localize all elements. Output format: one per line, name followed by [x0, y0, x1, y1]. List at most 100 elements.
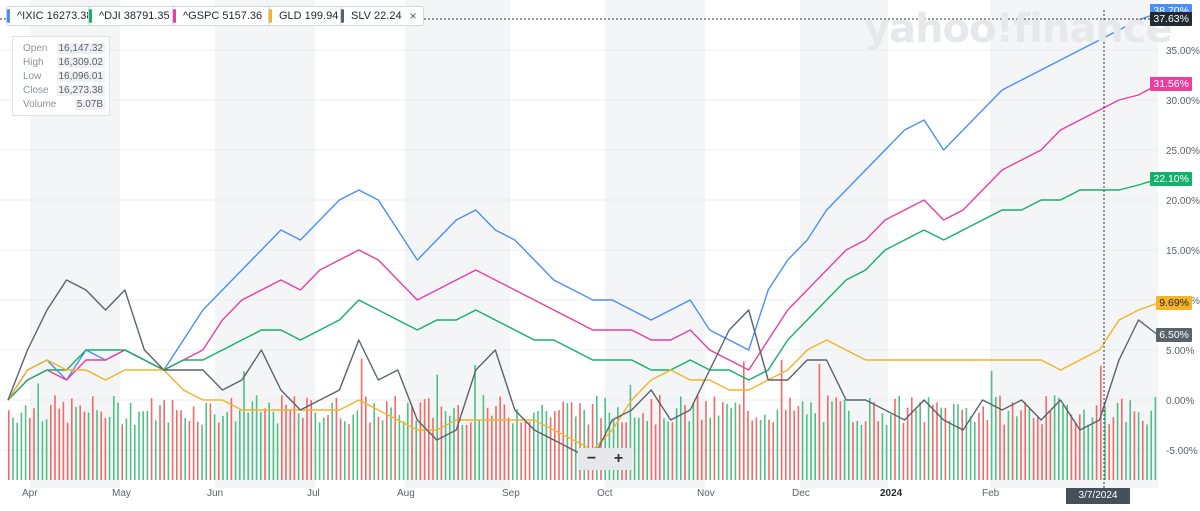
volume-bar	[751, 420, 753, 480]
volume-bar	[415, 420, 417, 480]
y-tick-label: 30.00%	[1166, 96, 1200, 107]
volume-bar	[1053, 395, 1056, 480]
x-tick-label: Aug	[397, 488, 415, 499]
volume-bar	[1037, 417, 1039, 480]
volume-bar	[1091, 417, 1094, 480]
volume-bar	[512, 423, 514, 480]
volume-bar	[1095, 405, 1098, 480]
volume-bar	[104, 417, 107, 480]
month-band	[605, 0, 705, 488]
month-band	[1082, 0, 1158, 488]
volume-bar	[491, 415, 493, 480]
volume-bar	[726, 403, 728, 480]
yahoo-finance-watermark: yahoo!finance	[864, 6, 1173, 52]
volume-bar	[381, 420, 384, 480]
zoom-out-button[interactable]: −	[586, 450, 597, 467]
remove-series-icon[interactable]: ×	[409, 9, 417, 23]
x-tick-label: Nov	[697, 488, 715, 499]
volume-bar	[835, 397, 837, 480]
volume-bar	[856, 420, 858, 480]
volume-bar	[75, 406, 77, 480]
ohlc-value: 16,096.01	[56, 71, 105, 82]
volume-bar	[1028, 408, 1031, 480]
volume-bar	[562, 401, 564, 480]
volume-bar	[642, 413, 644, 480]
volume-bar	[1079, 414, 1081, 480]
volume-bar	[957, 404, 959, 480]
ohlc-value: 16,273.38	[56, 85, 105, 96]
volume-bar	[457, 405, 459, 480]
volume-bar	[747, 410, 749, 480]
legend-pill-5[interactable]: SLV 22.24 ×	[340, 6, 424, 26]
volume-bar	[629, 384, 632, 480]
volume-bar	[188, 420, 191, 480]
x-tick-label: Apr	[22, 488, 38, 499]
volume-bar	[810, 402, 812, 480]
y-gridlines	[0, 49, 1158, 451]
y-tick-label: 5.00%	[1166, 346, 1194, 357]
volume-bar	[1032, 417, 1035, 480]
ohlc-row: High 16,309.02	[23, 57, 105, 70]
y-tick-label: 25.00%	[1166, 146, 1200, 157]
volume-bar	[675, 408, 678, 480]
volume-bar	[818, 363, 821, 480]
volume-bar	[1070, 414, 1073, 480]
volume-bar	[923, 422, 926, 480]
volume-bar	[1133, 411, 1136, 480]
volume-bar	[419, 402, 422, 480]
volume-bar	[247, 412, 249, 480]
volume-bar	[436, 374, 438, 480]
volume-bar	[545, 411, 548, 480]
volume-bar	[163, 400, 165, 480]
volume-bar	[843, 399, 846, 480]
volume-bar	[797, 405, 800, 480]
volume-bar	[982, 406, 984, 480]
volume-bar	[969, 416, 972, 480]
volume-bar	[768, 419, 770, 480]
volume-bar	[1125, 421, 1127, 480]
series-swatch	[173, 9, 176, 23]
volume-bar	[549, 417, 552, 480]
volume-bar	[129, 402, 132, 480]
volume-bar	[478, 419, 480, 480]
volume-bar	[176, 410, 178, 480]
volume-bar	[276, 423, 279, 480]
volume-bar	[482, 395, 485, 480]
volume-bar	[499, 396, 501, 480]
legend-pill-4[interactable]: GLD 199.94×	[268, 6, 361, 26]
volume-bar	[579, 403, 581, 480]
volume-bar	[373, 403, 375, 480]
volume-bar	[1108, 424, 1110, 480]
volume-bar	[327, 415, 329, 480]
volume-bar	[755, 417, 758, 480]
volume-bar	[255, 395, 258, 480]
volume-bar	[1112, 417, 1115, 480]
volume-bar	[730, 408, 732, 480]
legend-pill-1[interactable]: ^IXIC 16273.38×	[6, 6, 115, 26]
volume-bar	[1116, 402, 1119, 480]
volume-bar	[369, 422, 371, 480]
y-tick-label: 0.00%	[1166, 396, 1194, 407]
y-axis-ticks: 35.00%30.00%25.00%20.00%15.00%10.00%5.00…	[1166, 46, 1200, 457]
volume-bar	[465, 424, 468, 480]
volume-bar	[831, 401, 833, 480]
volume-bar	[306, 397, 308, 480]
zoom-in-button[interactable]: +	[613, 450, 624, 467]
month-bands	[30, 0, 1158, 488]
volume-bar	[251, 401, 254, 480]
volume-bar	[785, 409, 787, 480]
volume-bar	[386, 401, 388, 480]
volume-bar	[117, 402, 119, 480]
volume-bar	[507, 417, 510, 480]
volume-bar	[566, 403, 569, 480]
volume-bar	[1083, 409, 1085, 480]
volume-bar	[772, 422, 774, 480]
volume-bar	[503, 404, 506, 480]
volume-bar	[999, 395, 1001, 480]
ohlc-label: Open	[23, 43, 48, 54]
volume-bar	[524, 420, 527, 480]
volume-bar	[352, 414, 354, 480]
volume-bar	[684, 405, 686, 480]
volume-bar	[1104, 406, 1106, 480]
